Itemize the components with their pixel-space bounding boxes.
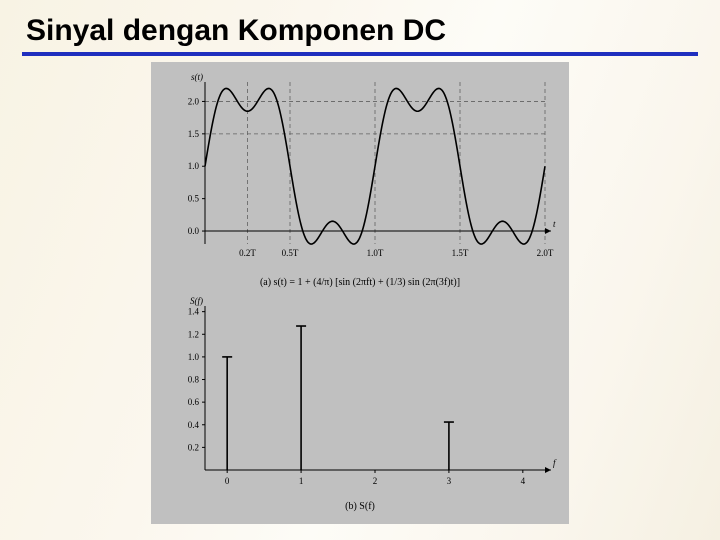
svg-text:s(t): s(t) xyxy=(191,72,203,82)
svg-text:f: f xyxy=(553,458,557,468)
svg-text:0.4: 0.4 xyxy=(188,420,200,430)
caption-b: (b) S(f) xyxy=(161,501,559,512)
svg-text:1.0: 1.0 xyxy=(188,352,200,362)
svg-text:4: 4 xyxy=(521,476,526,486)
charts-panel: s(t) 0.0 0.5 1.0 1.5 2.0 0.2T 0.5T 1.0T 1.5T 2.0T t… xyxy=(151,62,569,524)
svg-text:2: 2 xyxy=(373,476,378,486)
svg-text:0.5T: 0.5T xyxy=(282,248,299,258)
svg-text:0.0: 0.0 xyxy=(188,226,200,236)
svg-text:S(f): S(f) xyxy=(190,296,203,306)
svg-text:0.8: 0.8 xyxy=(188,375,200,385)
svg-text:0.2: 0.2 xyxy=(188,442,199,452)
svg-text:1.5T: 1.5T xyxy=(452,248,469,258)
svg-text:t: t xyxy=(553,219,556,229)
svg-text:1: 1 xyxy=(299,476,304,486)
svg-text:2.0: 2.0 xyxy=(188,96,200,106)
svg-text:1.5: 1.5 xyxy=(188,129,200,139)
svg-text:0.6: 0.6 xyxy=(188,397,200,407)
svg-text:1.4: 1.4 xyxy=(188,307,200,317)
svg-text:1.2: 1.2 xyxy=(188,329,199,339)
time-domain-chart: s(t) 0.0 0.5 1.0 1.5 2.0 0.2T 0.5T 1.0T 1.5T 2.0T t xyxy=(161,68,559,268)
svg-text:1.0T: 1.0T xyxy=(367,248,384,258)
svg-text:0: 0 xyxy=(225,476,230,486)
page-title: Sinyal dengan Komponen DC xyxy=(0,0,720,52)
svg-text:1.0: 1.0 xyxy=(188,161,200,171)
title-underline xyxy=(22,52,698,56)
svg-text:0.5: 0.5 xyxy=(188,194,200,204)
slide: Sinyal dengan Komponen DC s(t) 0.0 0.5 1.0 1… xyxy=(0,0,720,540)
svg-text:2.0T: 2.0T xyxy=(537,248,554,258)
svg-text:3: 3 xyxy=(447,476,452,486)
freq-domain-chart: S(f) 0.2 0.4 0.6 0.8 1.0 1.2 1.4 0 1 2 3 4 f xyxy=(161,292,559,492)
caption-a: (a) s(t) = 1 + (4/π) [sin (2πft) + (1/3)… xyxy=(161,277,559,288)
svg-text:0.2T: 0.2T xyxy=(239,248,256,258)
